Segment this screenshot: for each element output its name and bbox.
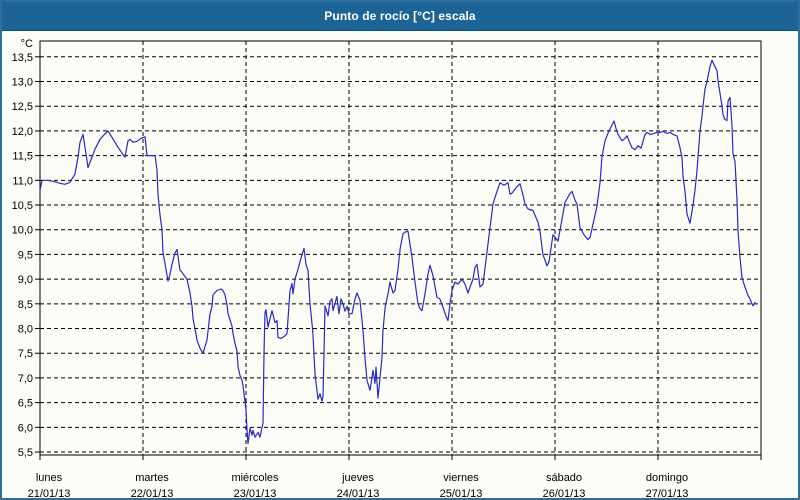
dewpoint-series-line [39, 59, 756, 445]
title-bar: Punto de rocío [°C] escala [2, 2, 798, 31]
svg-text:11,5: 11,5 [12, 151, 33, 163]
svg-text:6,5: 6,5 [18, 398, 33, 410]
svg-text:13,0: 13,0 [12, 77, 33, 89]
svg-text:12,0: 12,0 [12, 126, 33, 138]
day-name-label: lunes [36, 472, 63, 484]
y-axis-labels: 5,5 6,0 6,5 7,0 7,5 8,0 8,5 9,0 9,5 10,0 10,5 11,0 1… [12, 38, 33, 459]
day-name-label: viernes [443, 472, 479, 484]
axis-ticks [35, 56, 762, 460]
svg-text:9,0: 9,0 [18, 274, 33, 286]
svg-text:10,0: 10,0 [12, 225, 33, 237]
day-date-label: 21/01/13 [28, 488, 71, 499]
day-date-label: 27/01/13 [646, 488, 689, 499]
plot-border [39, 40, 762, 456]
y-axis-unit: °C [21, 38, 33, 50]
dewpoint-line-chart: 5,5 6,0 6,5 7,0 7,5 8,0 8,5 9,0 9,5 10,0 10,5 11,0 1… [12, 38, 762, 499]
day-name-label: jueves [341, 472, 374, 484]
svg-text:8,0: 8,0 [18, 324, 33, 336]
svg-text:5,5: 5,5 [18, 447, 33, 459]
day-name-label: sábado [546, 472, 582, 484]
day-date-label: 24/01/13 [337, 488, 380, 499]
svg-text:6,0: 6,0 [18, 422, 33, 434]
day-date-label: 26/01/13 [543, 488, 586, 499]
svg-text:7,5: 7,5 [18, 348, 33, 360]
svg-text:8,5: 8,5 [18, 299, 33, 311]
svg-text:13,5: 13,5 [12, 52, 33, 64]
grid-lines [40, 41, 761, 455]
svg-text:10,5: 10,5 [12, 200, 33, 212]
day-date-label: 22/01/13 [131, 488, 174, 499]
day-date-label: 23/01/13 [234, 488, 277, 499]
svg-text:11,0: 11,0 [12, 175, 33, 187]
day-name-label: domingo [646, 472, 688, 484]
x-axis-labels: lunes 21/01/13 martes 22/01/13 miércoles 23/0… [28, 472, 689, 499]
svg-text:7,0: 7,0 [18, 373, 33, 385]
day-date-label: 25/01/13 [440, 488, 483, 499]
chart-title: Punto de rocío [°C] escala [324, 9, 476, 23]
svg-text:12,5: 12,5 [12, 101, 33, 113]
svg-text:9,5: 9,5 [18, 249, 33, 261]
day-name-label: miércoles [231, 472, 279, 484]
day-name-label: martes [135, 472, 169, 484]
